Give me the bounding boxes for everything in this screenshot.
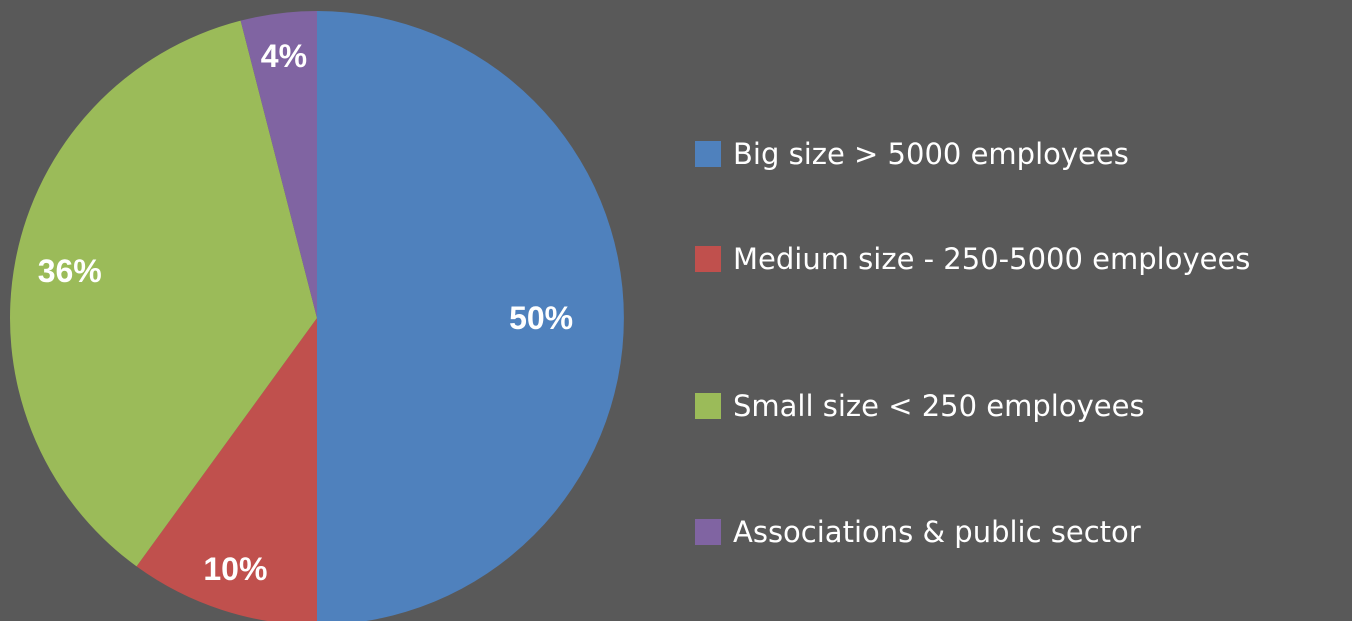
legend-label: Small size < 250 employees [733,389,1145,423]
pie-data-labels: 50% 10% 36% 4% [38,38,573,587]
pie-plot-area: 50% 10% 36% 4% [9,11,624,621]
data-label-1: 50% [509,300,573,336]
legend-item-3: Small size < 250 employees [695,386,1145,426]
legend-label: Big size > 5000 employees [733,137,1129,171]
legend-item-2: Medium size - 250-5000 employees [695,239,1250,279]
legend-item-1: Big size > 5000 employees [695,134,1129,174]
pie-slice-1 [317,11,624,621]
legend-swatch-icon [695,246,721,272]
legend-label: Medium size - 250-5000 employees [733,242,1251,276]
data-label-3: 36% [38,253,102,289]
legend-swatch-icon [695,141,721,167]
data-label-4: 4% [261,38,307,74]
pie-slice-2 [136,318,317,621]
legend-swatch-icon [695,393,721,419]
pie-slice-4 [240,11,317,318]
data-label-2: 10% [203,551,267,587]
pie-slices [9,11,624,621]
legend-label: Associations & public sector [733,515,1141,549]
legend-item-4: Associations & public sector [695,512,1141,552]
legend-swatch-icon [695,519,721,545]
pie-slice-3 [9,20,318,567]
